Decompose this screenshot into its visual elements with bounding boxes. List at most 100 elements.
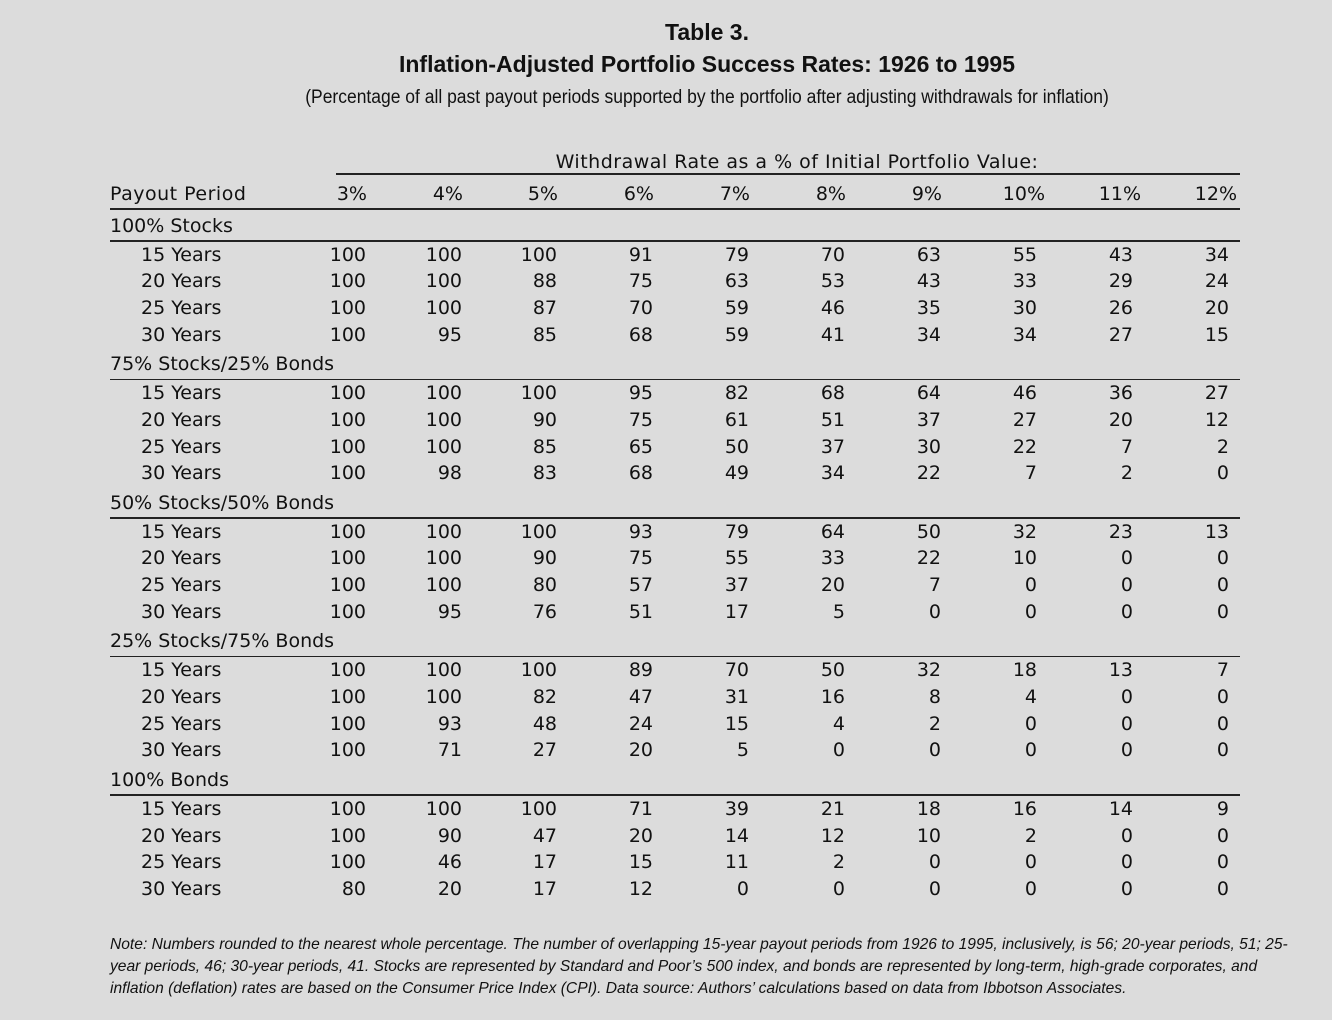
- cell: 100: [329, 462, 366, 485]
- cell: 22: [916, 547, 941, 570]
- row-label: 25 Years: [141, 712, 222, 735]
- cell: 71: [437, 739, 462, 762]
- cell: 34: [1204, 243, 1229, 266]
- cell: 43: [916, 270, 941, 293]
- cell: 0: [1024, 574, 1037, 597]
- cell: 0: [1024, 739, 1037, 762]
- cell: 41: [820, 323, 845, 346]
- cell: 33: [820, 547, 845, 570]
- cell: 61: [724, 408, 749, 431]
- cell: 27: [1204, 382, 1229, 405]
- cell: 2: [1120, 462, 1133, 485]
- cell: 0: [1216, 712, 1229, 735]
- cell: 100: [425, 574, 462, 597]
- rule: [110, 378, 1240, 381]
- cell: 17: [532, 878, 557, 901]
- cell: 85: [532, 323, 557, 346]
- cell: 5: [736, 739, 749, 762]
- cell: 100: [425, 408, 462, 431]
- cell: 71: [628, 797, 653, 820]
- cell: 90: [532, 547, 557, 570]
- cell: 35: [916, 296, 941, 319]
- cell: 34: [916, 323, 941, 346]
- cell: 27: [1108, 323, 1133, 346]
- cell: 43: [1108, 243, 1133, 266]
- cell: 27: [532, 739, 557, 762]
- cell: 0: [928, 851, 941, 874]
- cell: 91: [628, 243, 653, 266]
- row-label: 15 Years: [141, 243, 222, 266]
- cell: 12: [628, 878, 653, 901]
- cell: 93: [437, 712, 462, 735]
- cell: 24: [628, 712, 653, 735]
- cell: 70: [628, 296, 653, 319]
- cell: 100: [425, 797, 462, 820]
- cell: 100: [425, 686, 462, 709]
- cell: 55: [724, 547, 749, 570]
- cell: 0: [928, 878, 941, 901]
- cell: 98: [437, 462, 462, 485]
- cell: 31: [724, 686, 749, 709]
- cell: 100: [425, 520, 462, 543]
- cell: 70: [724, 659, 749, 682]
- cell: 87: [532, 296, 557, 319]
- cell: 20: [628, 739, 653, 762]
- cell: 30: [1012, 296, 1037, 319]
- cell: 51: [628, 600, 653, 623]
- cell: 57: [628, 574, 653, 597]
- cell: 30: [916, 435, 941, 458]
- cell: 49: [724, 462, 749, 485]
- cell: 80: [532, 574, 557, 597]
- cell: 15: [628, 851, 653, 874]
- cell: 34: [1012, 323, 1037, 346]
- cell: 33: [1012, 270, 1037, 293]
- cell: 7: [1024, 462, 1037, 485]
- cell: 0: [832, 739, 845, 762]
- cell: 37: [820, 435, 845, 458]
- column-header: 9%: [911, 182, 942, 205]
- cell: 5: [832, 600, 845, 623]
- cell: 0: [1120, 600, 1133, 623]
- cell: 100: [329, 851, 366, 874]
- cell: 20: [628, 824, 653, 847]
- cell: 100: [329, 659, 366, 682]
- cell: 95: [437, 600, 462, 623]
- cell: 47: [532, 824, 557, 847]
- cell: 100: [329, 382, 366, 405]
- cell: 13: [1204, 520, 1229, 543]
- cell: 10: [916, 824, 941, 847]
- column-header: 4%: [432, 182, 463, 205]
- cell: 0: [1120, 547, 1133, 570]
- table-subtitle: Inflation-Adjusted Portfolio Success Rat…: [398, 51, 1016, 78]
- cell: 0: [736, 878, 749, 901]
- cell: 100: [329, 574, 366, 597]
- column-header: 7%: [719, 182, 750, 205]
- cell: 100: [329, 739, 366, 762]
- column-group-header: Withdrawal Rate as a % of Initial Portfo…: [555, 150, 1039, 173]
- cell: 100: [329, 408, 366, 431]
- cell: 0: [1216, 851, 1229, 874]
- cell: 15: [724, 712, 749, 735]
- group-label: 25% Stocks/75% Bonds: [110, 630, 335, 653]
- note: Note: Numbers rounded to the nearest who…: [110, 936, 1288, 997]
- cell: 0: [1120, 686, 1133, 709]
- cell: 32: [1012, 520, 1037, 543]
- cell: 100: [425, 435, 462, 458]
- cell: 16: [1012, 797, 1037, 820]
- table-description: (Percentage of all past payout periods s…: [305, 86, 1109, 108]
- cell: 0: [1024, 712, 1037, 735]
- group-label: 100% Stocks: [110, 214, 233, 237]
- rule: [110, 240, 1240, 242]
- cell: 100: [329, 824, 366, 847]
- cell: 75: [628, 547, 653, 570]
- cell: 22: [916, 462, 941, 485]
- cell: 82: [532, 686, 557, 709]
- cell: 64: [916, 382, 941, 405]
- cell: 0: [1024, 878, 1037, 901]
- column-header: 8%: [815, 182, 846, 205]
- column-header: 11%: [1098, 182, 1141, 205]
- cell: 53: [820, 270, 845, 293]
- rule: [110, 655, 1240, 658]
- cell: 46: [820, 296, 845, 319]
- cell: 12: [820, 824, 845, 847]
